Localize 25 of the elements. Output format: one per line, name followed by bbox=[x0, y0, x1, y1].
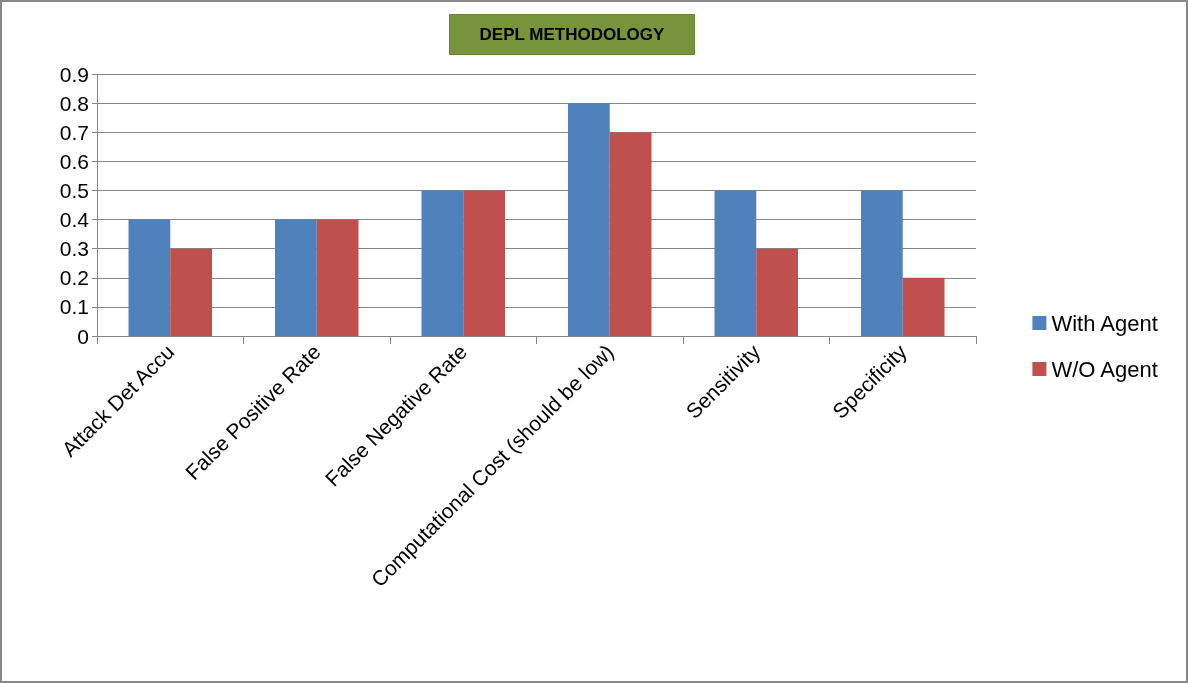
bar bbox=[421, 190, 464, 336]
chart-title: DEPL METHODOLOGY bbox=[479, 25, 666, 44]
bar bbox=[275, 219, 317, 336]
y-tick-label: 0 bbox=[77, 324, 89, 348]
bar bbox=[861, 190, 903, 336]
legend-label: W/O Agent bbox=[1051, 356, 1158, 382]
y-tick-label: 0.9 bbox=[59, 62, 89, 86]
y-tick-label: 0.5 bbox=[59, 178, 89, 202]
y-tick-label: 0.6 bbox=[59, 149, 89, 173]
bar bbox=[463, 190, 505, 336]
bar bbox=[714, 190, 757, 336]
legend-label: With Agent bbox=[1051, 310, 1158, 336]
y-tick-label: 0.2 bbox=[59, 266, 89, 290]
y-tick-label: 0.3 bbox=[59, 237, 89, 261]
bar bbox=[609, 132, 652, 336]
y-tick-label: 0.1 bbox=[59, 295, 89, 319]
bar bbox=[128, 219, 171, 336]
bar bbox=[902, 277, 945, 336]
bar bbox=[568, 103, 610, 336]
y-tick-label: 0.7 bbox=[59, 120, 89, 144]
bar bbox=[316, 219, 359, 336]
y-tick-label: 0.4 bbox=[59, 208, 90, 232]
bar bbox=[170, 248, 212, 336]
bar bbox=[756, 248, 798, 336]
y-tick-label: 0.8 bbox=[59, 91, 89, 115]
